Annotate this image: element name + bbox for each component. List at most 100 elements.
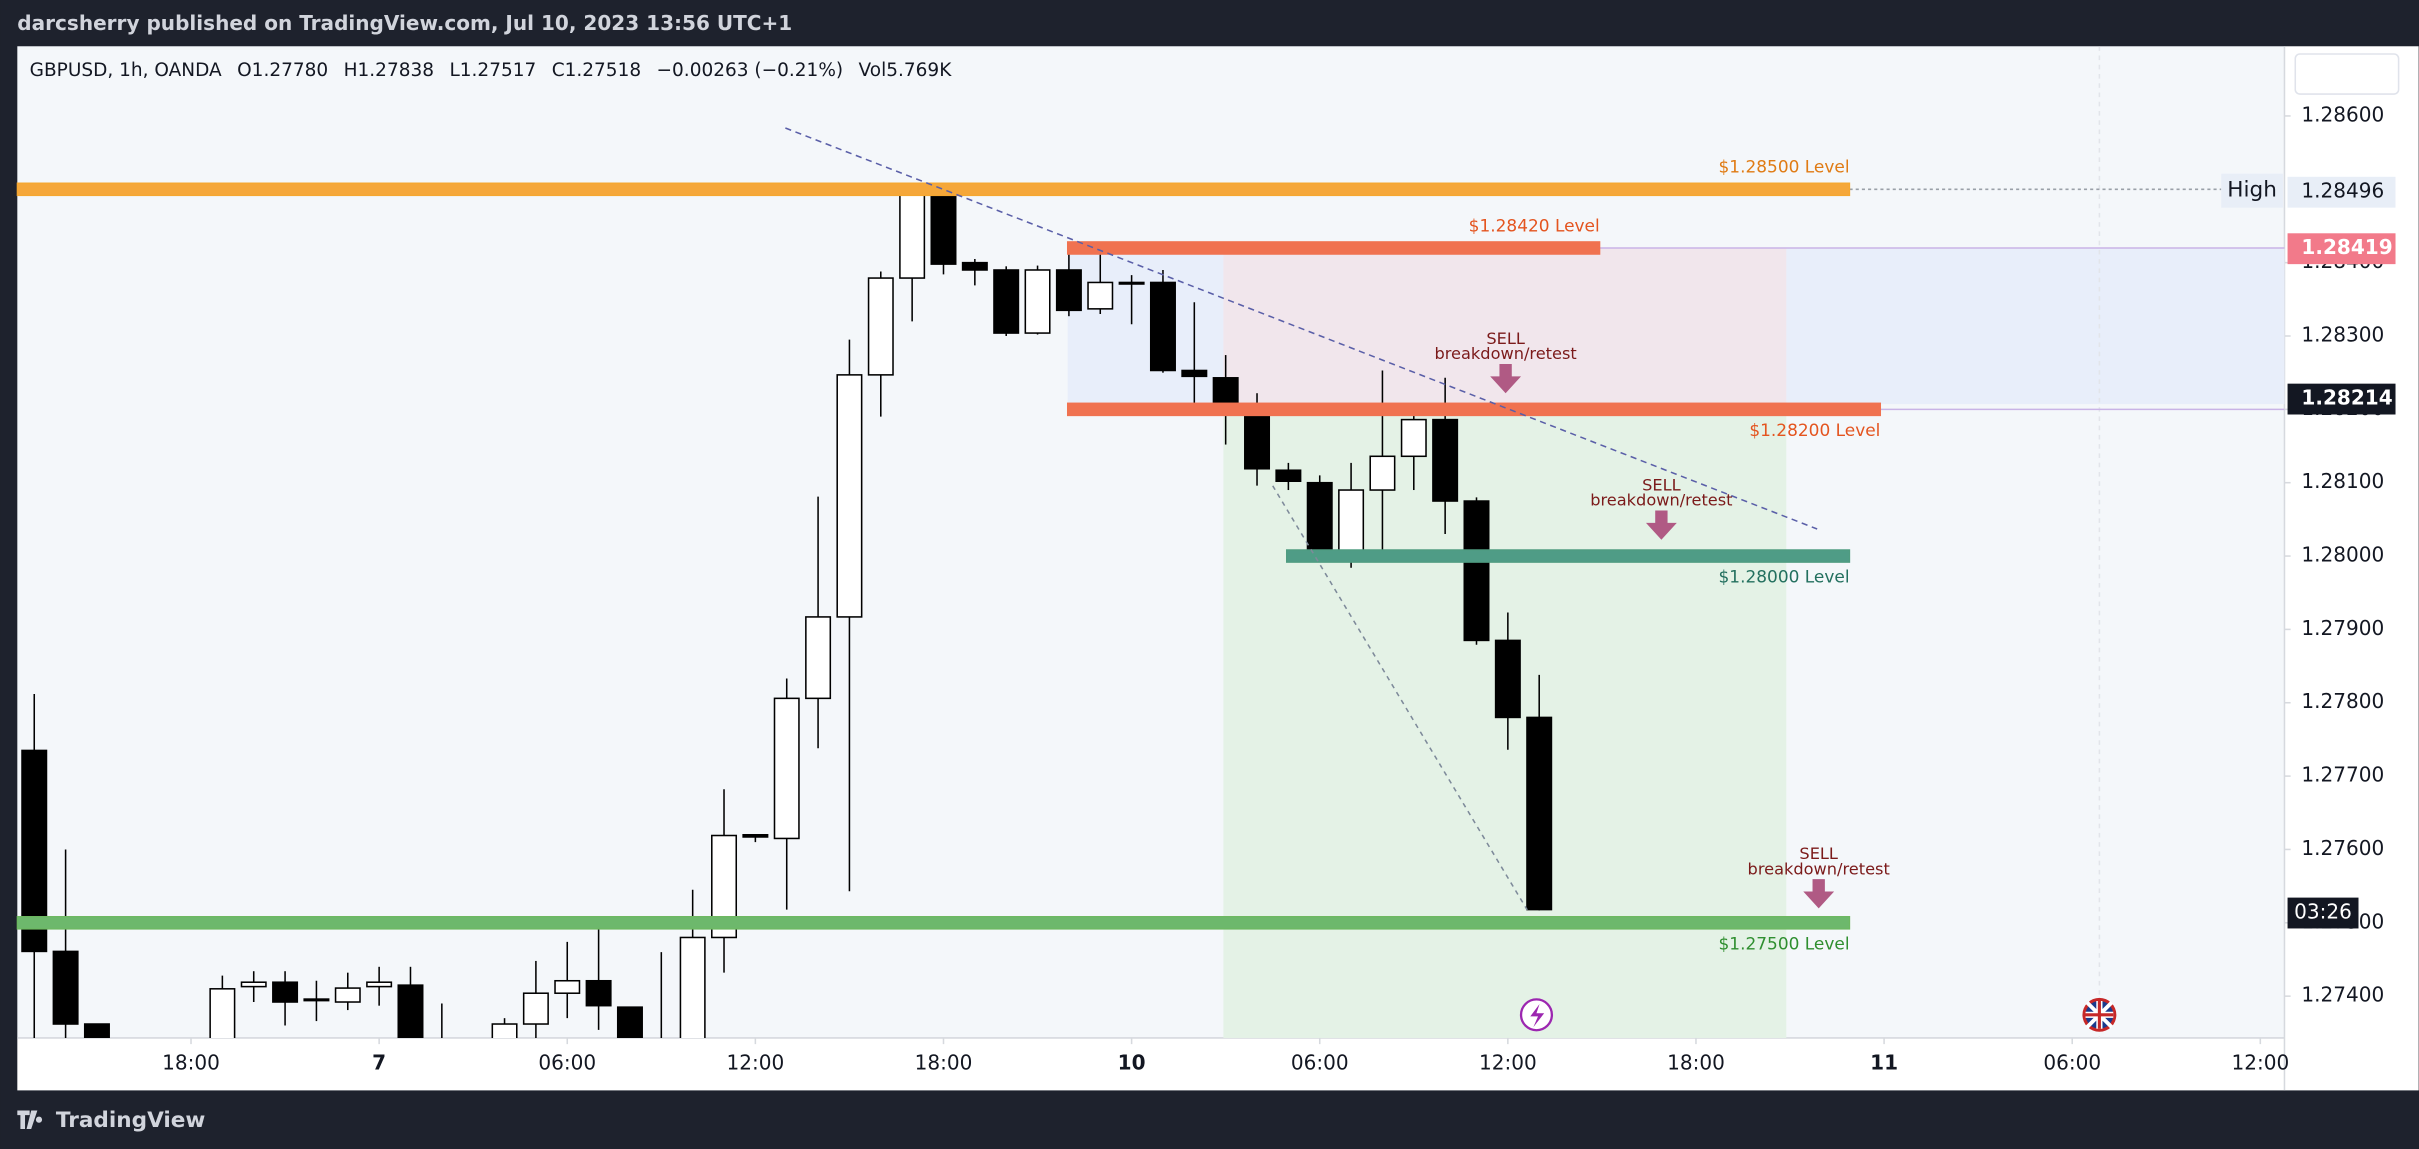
price-badge-value: 1.28419 (2301, 235, 2392, 259)
level-band (1066, 402, 1882, 417)
candle-body (272, 981, 299, 1003)
annotation-text: breakdown/retest (1590, 491, 1732, 510)
flag-icon[interactable] (2082, 997, 2117, 1032)
y-tick-label: 1.28600 (2301, 102, 2384, 126)
annotation-arrow (1803, 879, 1835, 909)
candle-body (616, 1006, 643, 1038)
candle-body (899, 193, 926, 279)
x-tick-label: 10 (1118, 1051, 1146, 1075)
annotation-text: SELL (1642, 475, 1681, 494)
candle-body (867, 277, 894, 376)
candle-body (1306, 481, 1333, 557)
price-badge-value: 1.28496 (2301, 179, 2384, 203)
candle-body (1244, 412, 1271, 470)
legend-close: C1.27518 (552, 60, 641, 81)
annotation-text: SELL (1799, 844, 1838, 863)
candle-body (303, 998, 330, 1002)
legend-open: O1.27780 (237, 60, 328, 81)
candle-body (993, 269, 1020, 334)
candle-body (930, 193, 957, 265)
x-tick-label: 18:00 (162, 1051, 220, 1075)
candle-body (1275, 469, 1302, 483)
annotation-arrow (1645, 510, 1677, 540)
candle-body (1181, 369, 1208, 378)
level-label: $1.27500 Level (1719, 933, 1850, 953)
x-tick-label: 7 (372, 1051, 386, 1075)
legend-volume: Vol5.769K (859, 60, 953, 81)
level-band (16, 916, 1851, 930)
y-tick-label: 1.27400 (2301, 983, 2384, 1007)
candle-body (209, 988, 236, 1038)
candle-body (585, 979, 612, 1007)
zones (1067, 46, 2285, 1038)
candle-body (805, 616, 832, 700)
annotation-text: breakdown/retest (1434, 344, 1576, 363)
price-badge-label: High (2227, 178, 2277, 203)
candle-body (836, 374, 863, 618)
y-tick-label: 1.27700 (2301, 763, 2384, 787)
candle-body (366, 981, 393, 988)
candle-body (1526, 716, 1553, 911)
candle-body (334, 987, 361, 1003)
countdown-badge (2287, 897, 2359, 929)
legend: GBPUSD, 1h, OANDA O1.27780 H1.27838 L1.2751… (30, 60, 953, 81)
candle-body (1338, 489, 1365, 557)
published-line: darcsherry published on TradingView.com,… (17, 11, 792, 35)
candle-body (1463, 500, 1490, 642)
candle-body (1024, 269, 1051, 334)
candle-body (491, 1023, 518, 1038)
candle-body (1118, 281, 1145, 285)
level-label: $1.28420 Level (1469, 215, 1600, 235)
candle-body (961, 261, 988, 271)
candle-body (1369, 455, 1396, 491)
candle-body (1149, 281, 1176, 372)
x-tick-label: 06:00 (1291, 1051, 1349, 1075)
event-icon[interactable] (1519, 998, 1554, 1032)
candle-body (1055, 269, 1082, 312)
brand: TradingView (17, 1108, 205, 1133)
x-tick-label: 12:00 (1479, 1051, 1537, 1075)
brand-name: TradingView (56, 1108, 206, 1133)
y-tick-label: 1.28100 (2301, 469, 2384, 493)
price-badge-value: 1.28214 (2301, 386, 2392, 410)
x-tick-label: 18:00 (915, 1051, 973, 1075)
y-tick-label: 1.27600 (2301, 836, 2384, 860)
levels: $1.28500 Level $1.28420 Level $1.28200 Lev… (16, 157, 2285, 953)
candle-body (240, 981, 267, 988)
legend-high: H1.27838 (344, 60, 434, 81)
level-band (16, 182, 1851, 197)
candle-body (397, 984, 424, 1038)
x-tick-label: 12:00 (727, 1051, 785, 1075)
legend-symbol: GBPUSD, 1h, OANDA (30, 60, 222, 81)
level-label: $1.28000 Level (1719, 567, 1850, 587)
candle-body (679, 936, 706, 1038)
candle-body (1400, 418, 1427, 458)
axis-button[interactable] (2294, 53, 2400, 95)
candle-body (83, 1023, 110, 1038)
annotation-text: breakdown/retest (1748, 859, 1890, 878)
price-badge (2287, 176, 2396, 208)
candle-body (554, 979, 581, 994)
annotations: SELLbreakdown/retestSELLbreakdown/retest… (1434, 329, 1890, 909)
candle-body (1494, 639, 1521, 719)
x-tick-label: 06:00 (2043, 1051, 2101, 1075)
legend-low: L1.27517 (449, 60, 536, 81)
level-label: $1.28500 Level (1719, 157, 1850, 177)
x-tick-label: 18:00 (1667, 1051, 1725, 1075)
candles (21, 185, 1553, 1038)
candle-body (522, 992, 549, 1025)
time-axis (17, 1037, 2285, 1091)
trendline (785, 127, 1818, 530)
price-badge (2287, 233, 2396, 265)
x-tick-label: 06:00 (538, 1051, 596, 1075)
level-band (1066, 241, 1601, 255)
axes: 1.274001.275001.276001.277001.278001.279… (162, 102, 2396, 1075)
candle-body (742, 834, 769, 838)
candle-body (773, 697, 800, 840)
y-tick-label: 1.28000 (2301, 543, 2384, 567)
candle-body (52, 950, 79, 1025)
legend-change: −0.00263 (−0.21%) (657, 60, 844, 81)
annotation-arrow (1490, 363, 1522, 394)
countdown: 03:26 (2294, 900, 2352, 924)
